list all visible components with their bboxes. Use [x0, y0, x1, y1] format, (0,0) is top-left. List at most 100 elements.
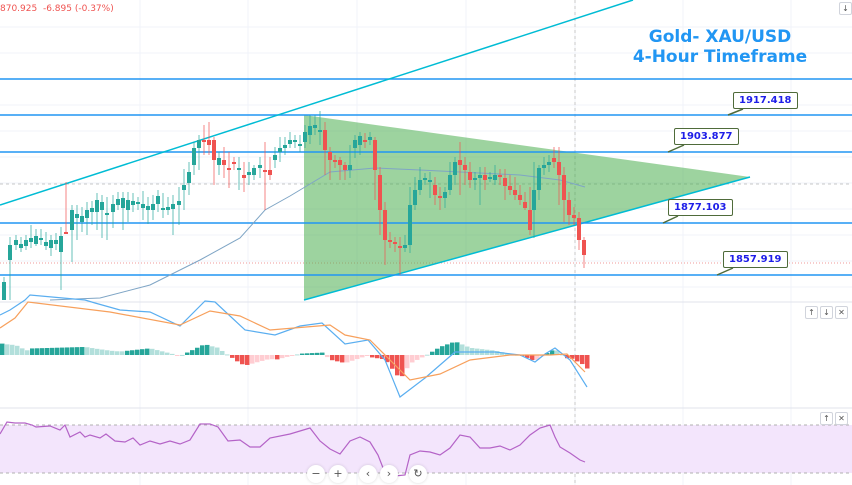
chevron-left-icon: ‹ — [365, 467, 371, 480]
candle-body — [278, 148, 282, 152]
candle-body — [131, 201, 135, 205]
candle-body — [323, 130, 327, 150]
zoom-out-button[interactable]: − — [307, 465, 325, 483]
macd-histogram-bar — [165, 352, 170, 355]
candle-body — [483, 175, 487, 180]
candle-body — [318, 130, 322, 132]
candle-body — [523, 202, 527, 208]
candle-body — [8, 245, 12, 260]
chart-title-line-2: 4-Hour Timeframe — [632, 47, 808, 67]
macd-histogram-bar — [295, 354, 300, 356]
macd-histogram-bar — [25, 350, 30, 355]
price-level-label: 1917.418 — [733, 92, 798, 109]
macd-histogram-bar — [305, 353, 310, 355]
macd-histogram-bar — [505, 353, 510, 355]
macd-histogram-bar — [220, 350, 225, 355]
macd-pane-close-button[interactable]: ✕ — [835, 306, 848, 319]
macd-histogram-bar — [260, 355, 265, 361]
macd-histogram-bar — [500, 352, 505, 355]
candle-body — [428, 180, 432, 182]
scroll-left-button[interactable]: ‹ — [359, 465, 377, 483]
macd-histogram-bar — [30, 348, 35, 355]
candle-body — [217, 158, 221, 165]
macd-histogram-bar — [170, 353, 175, 355]
candle-body — [111, 204, 115, 212]
candle-body — [532, 190, 536, 210]
candle-body — [70, 210, 74, 230]
candle-body — [166, 207, 170, 210]
arrow-down-icon: ↓ — [842, 4, 849, 13]
price-level-label: 1857.919 — [723, 251, 788, 268]
main-pane-move-down-button[interactable]: ↓ — [839, 2, 852, 15]
candle-body — [358, 136, 362, 145]
macd-histogram-bar — [245, 355, 250, 365]
macd-histogram-bar — [435, 348, 440, 355]
macd-histogram-bar — [340, 355, 345, 363]
plus-icon: + — [333, 467, 343, 480]
candle-body — [413, 190, 417, 205]
macd-histogram-bar — [175, 355, 180, 356]
candle-body — [90, 208, 94, 212]
scroll-right-button[interactable]: › — [380, 465, 398, 483]
candle-body — [368, 137, 372, 140]
rsi-pane-close-button[interactable]: ✕ — [835, 412, 848, 425]
macd-histogram-bar — [460, 344, 465, 355]
macd-histogram-bar — [105, 350, 110, 355]
candle-body — [473, 178, 477, 180]
macd-histogram-bar — [120, 351, 125, 355]
macd-histogram-bar — [450, 342, 455, 355]
price-legend: 870.925 -6.895 (-0.37%) — [0, 4, 114, 14]
candle-body — [273, 155, 277, 160]
macd-histogram-bar — [425, 354, 430, 356]
macd-histogram-bar — [290, 355, 295, 356]
rsi-pane-move-up-button[interactable]: ↑ — [820, 412, 833, 425]
macd-histogram-bar — [90, 348, 95, 355]
macd-histogram-bar — [355, 355, 360, 360]
close-icon: ✕ — [838, 414, 845, 423]
macd-histogram-bar — [210, 346, 215, 355]
candle-body — [247, 172, 251, 175]
candle-body — [508, 186, 512, 190]
candle-body — [14, 240, 18, 245]
macd-histogram-bar — [15, 345, 20, 355]
macd-histogram-bar — [55, 347, 60, 355]
candle-body — [403, 245, 407, 248]
candle-body — [582, 240, 586, 255]
candle-body — [85, 210, 89, 218]
arrow-up-icon: ↑ — [823, 414, 830, 423]
candle-body — [438, 196, 442, 198]
candle-body — [202, 140, 206, 142]
candle-body — [353, 140, 357, 148]
candle-body — [363, 140, 367, 142]
macd-histogram-bar — [195, 347, 200, 355]
zoom-in-button[interactable]: + — [329, 465, 347, 483]
candle-body — [433, 185, 437, 195]
candle-body — [182, 185, 186, 190]
macd-histogram-bar — [320, 352, 325, 355]
macd-histogram-bar — [430, 351, 435, 355]
reset-chart-button[interactable]: ↻ — [409, 465, 427, 483]
legend-price: 870.925 — [0, 4, 38, 14]
macd-histogram-bar — [445, 344, 450, 355]
arrow-down-icon: ↓ — [823, 308, 830, 317]
macd-histogram-bar — [330, 355, 335, 361]
candle-body — [448, 175, 452, 190]
macd-histogram-bar — [415, 355, 420, 360]
macd-histogram-bar — [535, 355, 540, 360]
macd-histogram-bar — [545, 353, 550, 355]
candle-body — [328, 152, 332, 160]
candle-body — [338, 160, 342, 165]
macd-histogram-bar — [375, 355, 380, 359]
macd-histogram-bar — [455, 342, 460, 355]
macd-histogram-bar — [160, 351, 165, 355]
macd-histogram-bar — [5, 344, 10, 355]
macd-histogram-bar — [75, 347, 80, 355]
candle-body — [333, 160, 337, 162]
candle-body — [80, 216, 84, 222]
macd-pane-move-down-button[interactable]: ↓ — [820, 306, 833, 319]
macd-histogram-bar — [345, 355, 350, 363]
macd-pane-move-up-button[interactable]: ↑ — [805, 306, 818, 319]
macd-histogram-bar — [255, 355, 260, 363]
